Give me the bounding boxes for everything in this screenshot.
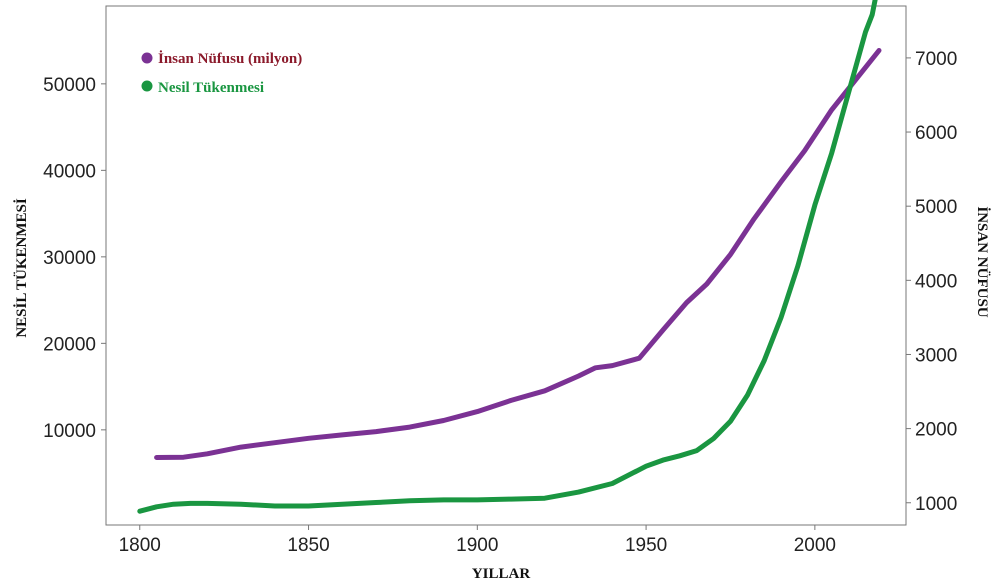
legend-marker-insan-nufusu bbox=[141, 52, 153, 64]
x-axis-title: YILLAR bbox=[472, 566, 531, 582]
right-y-axis-title: İNSAN NÜFUSU bbox=[974, 206, 991, 317]
nesil-tukenmesi-line bbox=[137, 0, 878, 514]
legend-label-insan-nufusu: İnsan Nüfusu (milyon) bbox=[158, 50, 302, 67]
right-y-tick-label: 2000 bbox=[915, 420, 957, 441]
left-y-tick-label: 30000 bbox=[43, 248, 96, 269]
left-y-tick-label: 50000 bbox=[43, 75, 96, 96]
left-y-tick-label: 40000 bbox=[43, 161, 96, 182]
x-axis-ticks: 1800 1850 1900 1950 2000 bbox=[119, 525, 836, 556]
insan-nufusu-line bbox=[154, 48, 882, 460]
legend: İnsan Nüfusu (milyon) Nesil Tükenmesi bbox=[141, 50, 302, 96]
right-y-tick-label: 3000 bbox=[915, 345, 957, 366]
x-tick-label: 2000 bbox=[794, 535, 836, 556]
left-y-axis-ticks: 10000 20000 30000 40000 50000 bbox=[43, 75, 106, 442]
x-tick-label: 1900 bbox=[456, 535, 498, 556]
right-y-tick-label: 7000 bbox=[915, 49, 957, 70]
left-y-tick-label: 10000 bbox=[43, 421, 96, 442]
x-tick-label: 1850 bbox=[287, 535, 329, 556]
legend-marker-nesil-tukenmesi bbox=[141, 80, 153, 92]
right-y-axis-ticks: 1000 2000 3000 4000 5000 6000 7000 bbox=[906, 49, 957, 515]
left-y-tick-label: 20000 bbox=[43, 334, 96, 355]
x-tick-label: 1800 bbox=[119, 535, 161, 556]
x-tick-label: 1950 bbox=[625, 535, 667, 556]
series-lines bbox=[137, 0, 882, 514]
legend-label-nesil-tukenmesi: Nesil Tükenmesi bbox=[158, 80, 264, 96]
left-y-axis-title: NESİL TÜKENMESİ bbox=[13, 198, 30, 338]
right-y-tick-label: 1000 bbox=[915, 494, 957, 515]
right-y-tick-label: 6000 bbox=[915, 123, 957, 144]
plot-frame bbox=[105, 5, 907, 526]
right-y-tick-label: 4000 bbox=[915, 271, 957, 292]
right-y-tick-label: 5000 bbox=[915, 197, 957, 218]
